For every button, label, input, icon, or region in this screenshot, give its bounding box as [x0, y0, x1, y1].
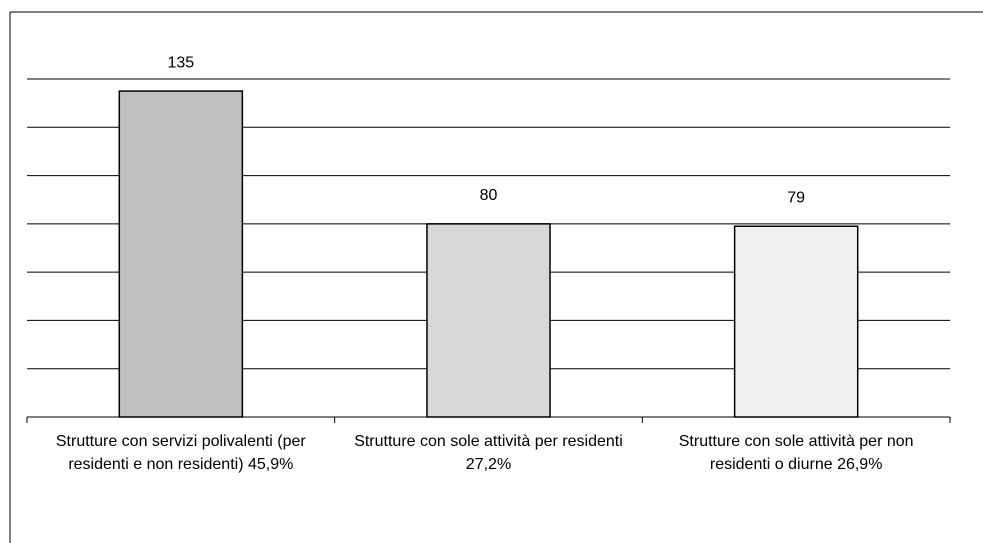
value-label: 79: [787, 189, 805, 206]
x-tick-label: Strutture con sole attività per resident…: [354, 433, 623, 473]
bar: [733, 225, 859, 418]
x-tick-label: Strutture con sole attività per non resi…: [678, 433, 914, 473]
value-label: 135: [167, 54, 194, 71]
value-label: 80: [480, 187, 498, 204]
x-tick-label: Strutture con servizi polivalenti (per r…: [55, 433, 306, 473]
bar: [118, 90, 244, 418]
bar: [426, 223, 551, 418]
